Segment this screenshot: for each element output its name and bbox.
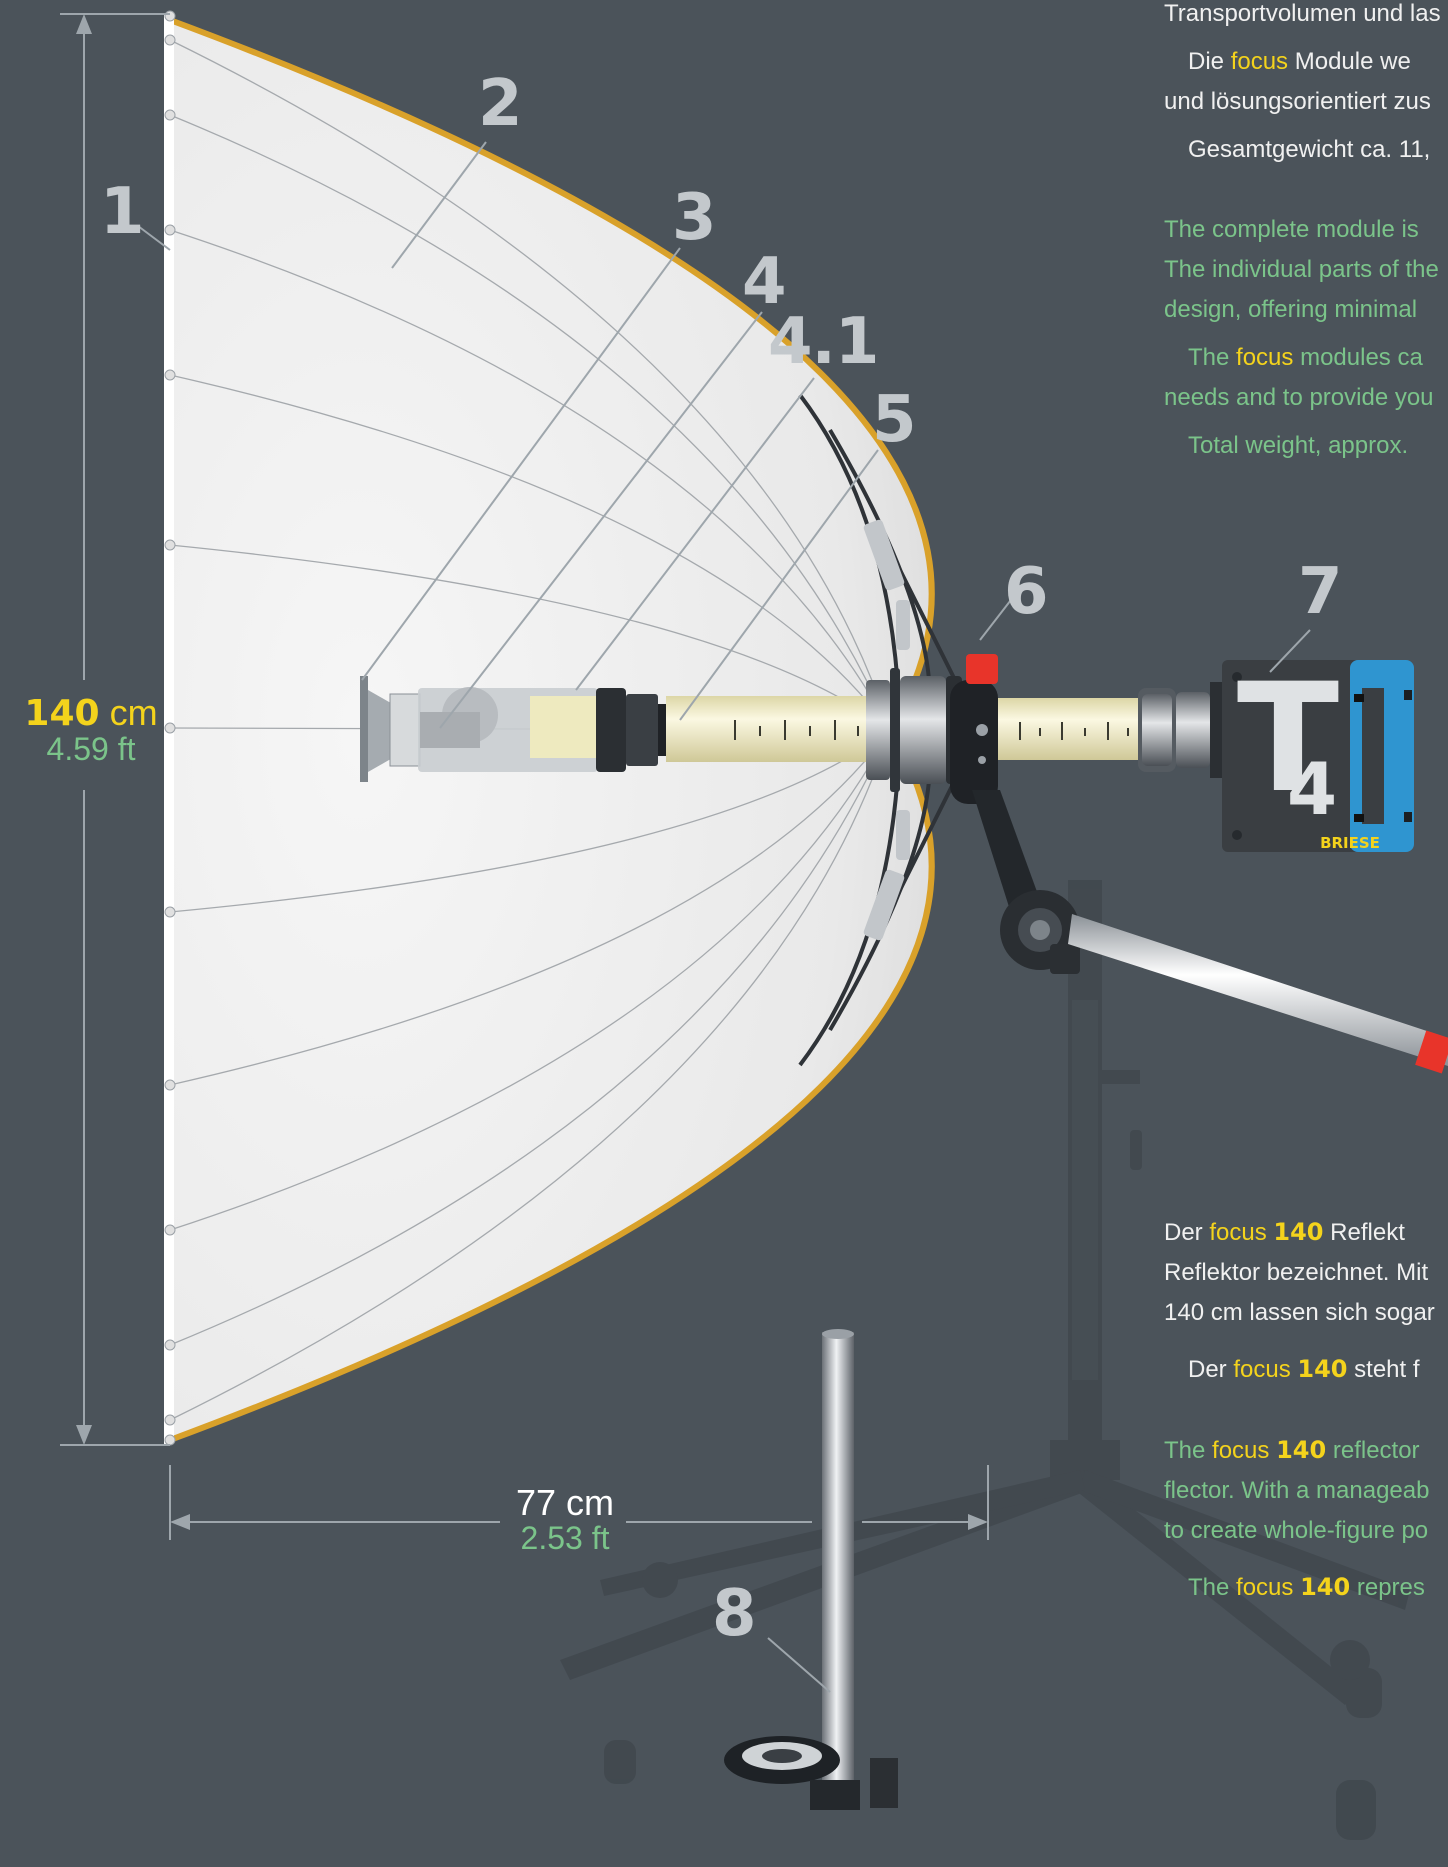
depth-unit: cm (566, 1482, 615, 1523)
stand-adapter (724, 1329, 898, 1810)
callout-8: 8 (712, 1577, 757, 1651)
callout-7: 7 (1298, 555, 1343, 629)
depth-value: 77 (515, 1482, 557, 1523)
de-para-2-post: Module we (1288, 48, 1411, 75)
de-line-2: und lösungsorientiert zus (1164, 88, 1431, 115)
flash-tube (360, 654, 1222, 804)
height-unit: cm (109, 692, 158, 733)
en-bottom-post-2: repres (1350, 1574, 1425, 1601)
model-number: 140 (1276, 1436, 1327, 1464)
focus-word: focus (1212, 1437, 1270, 1464)
height-dimension-label: 140 cm 4.59 ft (16, 694, 166, 766)
height-imperial: 4.59 ft (46, 730, 136, 767)
de-bottom-post-2: steht f (1347, 1356, 1420, 1383)
dimension-arrows (76, 14, 988, 1530)
focus-word: focus (1236, 344, 1294, 371)
model-number: 140 (1300, 1573, 1351, 1601)
callout-6: 6 (1004, 555, 1049, 629)
en-line-2: The individual parts of the (1164, 256, 1439, 283)
device-digit: 4 (1287, 747, 1337, 831)
dimension-lines (60, 13, 989, 1540)
de-bottom-para-1: Der focus 140 Reflekt (1164, 1212, 1448, 1253)
en-weight: Total weight, approx. (1164, 426, 1448, 466)
depth-imperial: 2.53 ft (520, 1519, 610, 1556)
de-bottom-pre: Der (1164, 1219, 1210, 1246)
de-weight-text: Gesamtgewicht ca. 11, (1188, 136, 1431, 163)
callout-2: 2 (478, 67, 523, 141)
en-bottom-post: reflector (1326, 1437, 1420, 1464)
device-letter: T (1237, 652, 1339, 826)
en-bottom-line-2: flector. With a manageab (1164, 1477, 1430, 1504)
de-bottom-line-2: Reflektor bezeichnet. Mit (1164, 1259, 1429, 1286)
en-bottom-line-3: to create whole-figure po (1164, 1517, 1429, 1544)
focus-word: focus (1230, 48, 1289, 75)
de-para-2-pre: Die (1188, 48, 1231, 75)
en-bottom-pre: The (1164, 1437, 1213, 1464)
leader-lines (137, 141, 1311, 1693)
focus-word: focus (1209, 1219, 1267, 1246)
focus-word: focus (1236, 1574, 1294, 1601)
en-bottom-para-2: The focus 140 repres (1164, 1567, 1448, 1608)
en-para-2-pre: The (1188, 344, 1237, 371)
text-column-top: Transportvolumen und las Die focus Modul… (1164, 0, 1448, 474)
de-para-2: Die focus Module we (1164, 42, 1448, 82)
de-bottom-line-3: 140 cm lassen sich sogar (1164, 1299, 1435, 1326)
callout-3: 3 (672, 181, 717, 255)
device-brand: BRIESE (1320, 834, 1380, 852)
de-bottom-para-2: Der focus 140 steht f (1164, 1349, 1448, 1390)
en-bottom-para-1: The focus 140 reflector (1164, 1430, 1448, 1471)
callout-4: 4 (742, 245, 787, 319)
callout-1: 1 (100, 175, 145, 249)
en-bottom-pre-2: The (1188, 1574, 1237, 1601)
en-para-2: The focus modules ca (1164, 338, 1448, 378)
en-weight-text: Total weight, approx. (1188, 432, 1409, 459)
callout-4-1: 4.1 (768, 305, 879, 379)
model-number: 140 (1297, 1355, 1348, 1383)
yoke-arm (972, 790, 1448, 1074)
en-para-2-post: modules ca (1293, 344, 1423, 371)
de-bottom-post: Reflekt (1323, 1219, 1405, 1246)
generator-head: T 4 BRIESE (1222, 652, 1414, 852)
callout-5: 5 (872, 383, 917, 457)
focus-word: focus (1233, 1356, 1291, 1383)
de-bottom-pre-2: Der (1188, 1356, 1234, 1383)
text-column-bottom: Der focus 140 Reflekt Reflektor bezeichn… (1164, 1212, 1448, 1616)
en-line-4: needs and to provide you (1164, 384, 1434, 411)
de-weight: Gesamtgewicht ca. 11, (1164, 130, 1448, 170)
height-value: 140 (24, 693, 100, 734)
en-line-3: design, offering minimal (1164, 296, 1418, 323)
model-number: 140 (1273, 1218, 1324, 1246)
de-line-1: Transportvolumen und las (1164, 0, 1441, 27)
depth-dimension-label: 77 cm 2.53 ft (490, 1484, 640, 1555)
en-line-1: The complete module is (1164, 216, 1419, 243)
